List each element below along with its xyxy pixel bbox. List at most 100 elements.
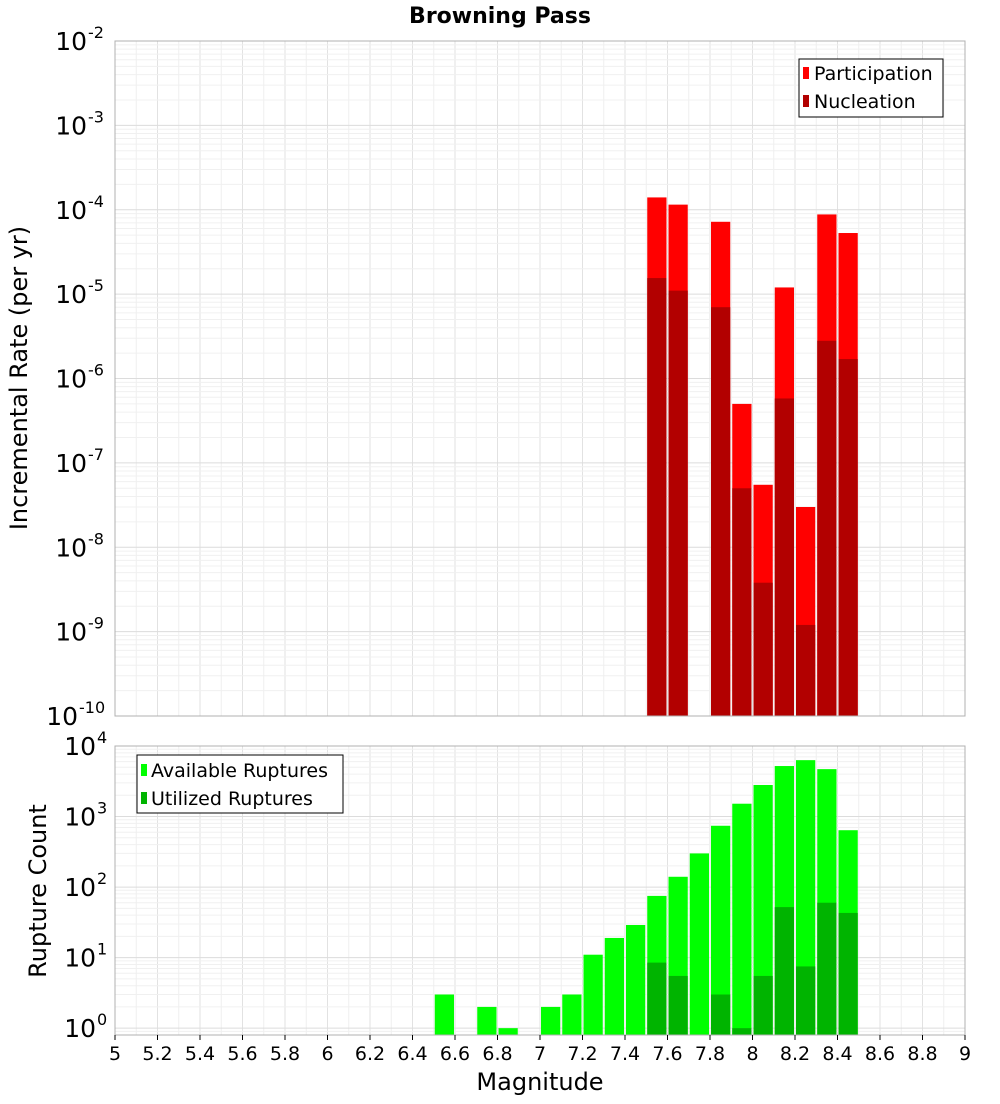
count-y-tick-exp: 3 (97, 799, 107, 818)
x-tick-label: 8.8 (907, 1043, 937, 1065)
count-bar-available-ruptures (604, 937, 624, 1035)
rate-y-tick-base: 10 (46, 702, 78, 731)
count-bar-available-ruptures (477, 1006, 497, 1035)
x-tick-label: 8.4 (822, 1043, 852, 1065)
rate-y-tick-exp: -2 (88, 23, 104, 42)
rate-y-tick-exp: -10 (79, 698, 105, 717)
rate-bar-nucleation (711, 307, 731, 716)
count-y-tick-base: 10 (64, 873, 96, 902)
x-tick-label: 5.2 (142, 1043, 172, 1065)
x-tick-label: 6.2 (355, 1043, 385, 1065)
x-tick-label: 6.6 (440, 1043, 470, 1065)
rate-y-tick-base: 10 (55, 111, 87, 140)
count-y-tick-base: 10 (64, 944, 96, 973)
count-y-tick-base: 10 (64, 803, 96, 832)
count-legend-box (136, 754, 344, 814)
x-tick-label: 7.4 (610, 1043, 640, 1065)
legend-swatch-utilized (141, 792, 147, 804)
x-tick-label: 6.8 (482, 1043, 512, 1065)
x-tick-label: 5.8 (270, 1043, 300, 1065)
x-tick-label: 6.4 (397, 1043, 427, 1065)
count-bar-available-ruptures (562, 994, 582, 1035)
count-bar-utilized-ruptures (796, 966, 816, 1035)
x-tick-label: 5 (109, 1043, 121, 1065)
rate-y-tick-base: 10 (55, 365, 87, 394)
x-axis-label: Magnitude (476, 1068, 603, 1096)
x-tick-label: 6 (321, 1043, 333, 1065)
legend-label-nucleation: Nucleation (814, 91, 916, 113)
count-legend: Available Ruptures Utilized Ruptures (136, 754, 344, 814)
count-bar-available-ruptures (434, 994, 454, 1035)
x-tick-label: 7.8 (695, 1043, 725, 1065)
rate-y-tick-exp: -7 (88, 445, 104, 464)
count-y-axis-label: Rupture Count (24, 804, 52, 978)
rate-y-tick-base: 10 (55, 27, 87, 56)
rate-bar-nucleation (732, 488, 752, 716)
rate-bar-nucleation (774, 398, 794, 716)
count-bar-available-ruptures (689, 853, 709, 1035)
x-tick-label: 8.6 (865, 1043, 895, 1065)
rate-y-tick-base: 10 (55, 618, 87, 647)
rate-legend: Participation Nucleation (798, 58, 944, 118)
rate-y-tick-base: 10 (55, 533, 87, 562)
x-tick-label: 7.6 (652, 1043, 682, 1065)
legend-swatch-available (141, 764, 147, 776)
count-bar-utilized-ruptures (732, 1028, 752, 1035)
rate-legend-box (798, 58, 944, 118)
count-bar-available-ruptures (626, 925, 646, 1035)
rate-y-tick-base: 10 (55, 196, 87, 225)
count-y-tick-exp: 1 (97, 940, 107, 959)
rate-plot-frame (114, 40, 966, 717)
rate-bar-nucleation (796, 624, 816, 716)
rate-y-tick-base: 10 (55, 449, 87, 478)
x-tick-label: 7 (534, 1043, 546, 1065)
rate-bar-nucleation (838, 359, 858, 716)
count-bar-available-ruptures (732, 803, 752, 1035)
count-bar-utilized-ruptures (711, 994, 731, 1035)
legend-swatch-participation (803, 67, 809, 79)
rate-bar-nucleation (668, 290, 688, 716)
rate-y-tick-exp: -9 (88, 614, 104, 633)
count-bar-available-ruptures (711, 825, 731, 1035)
count-bar-available-ruptures (541, 1006, 561, 1035)
rate-bars (647, 197, 858, 717)
count-bar-available-ruptures (753, 784, 773, 1035)
count-bar-available-ruptures (498, 1028, 518, 1035)
count-y-tick-exp: 0 (97, 1010, 107, 1029)
count-y-tick-base: 10 (64, 1014, 96, 1043)
magnitude-x-ticks: 5 5.2 5.4 5.6 5.8 6 6.2 6.4 6.6 6.8 7 7.2 7.4 7.6 7.8 8… (109, 1035, 971, 1065)
rate-y-tick-exp: -6 (88, 361, 104, 380)
rate-y-tick-base: 10 (55, 280, 87, 309)
count-bar-utilized-ruptures (753, 975, 773, 1035)
rate-bar-nucleation (753, 582, 773, 716)
x-tick-label: 5.4 (185, 1043, 215, 1065)
rate-bar-nucleation (817, 340, 837, 716)
count-bar-utilized-ruptures (647, 962, 667, 1035)
count-bar-available-ruptures (583, 954, 603, 1035)
legend-swatch-nucleation (803, 95, 809, 107)
rate-y-tick-exp: -3 (88, 107, 104, 126)
rate-grid (115, 40, 965, 717)
chart-title: Browning Pass (409, 4, 591, 29)
rate-y-tick-exp: -4 (88, 192, 104, 211)
legend-label-utilized: Utilized Ruptures (151, 788, 313, 810)
x-tick-label: 8 (746, 1043, 758, 1065)
x-tick-label: 5.6 (227, 1043, 257, 1065)
x-tick-label: 8.2 (780, 1043, 810, 1065)
count-y-tick-base: 10 (64, 732, 96, 761)
x-tick-label: 9 (959, 1043, 971, 1065)
count-bar-utilized-ruptures (774, 907, 794, 1035)
count-bar-utilized-ruptures (838, 912, 858, 1035)
legend-label-participation: Participation (814, 63, 933, 85)
count-y-tick-exp: 2 (97, 869, 107, 888)
rate-bar-nucleation (647, 278, 667, 716)
rate-y-tick-exp: -5 (88, 276, 104, 295)
count-bar-available-ruptures (796, 760, 816, 1035)
rate-y-axis-label: Incremental Rate (per yr) (5, 226, 33, 530)
